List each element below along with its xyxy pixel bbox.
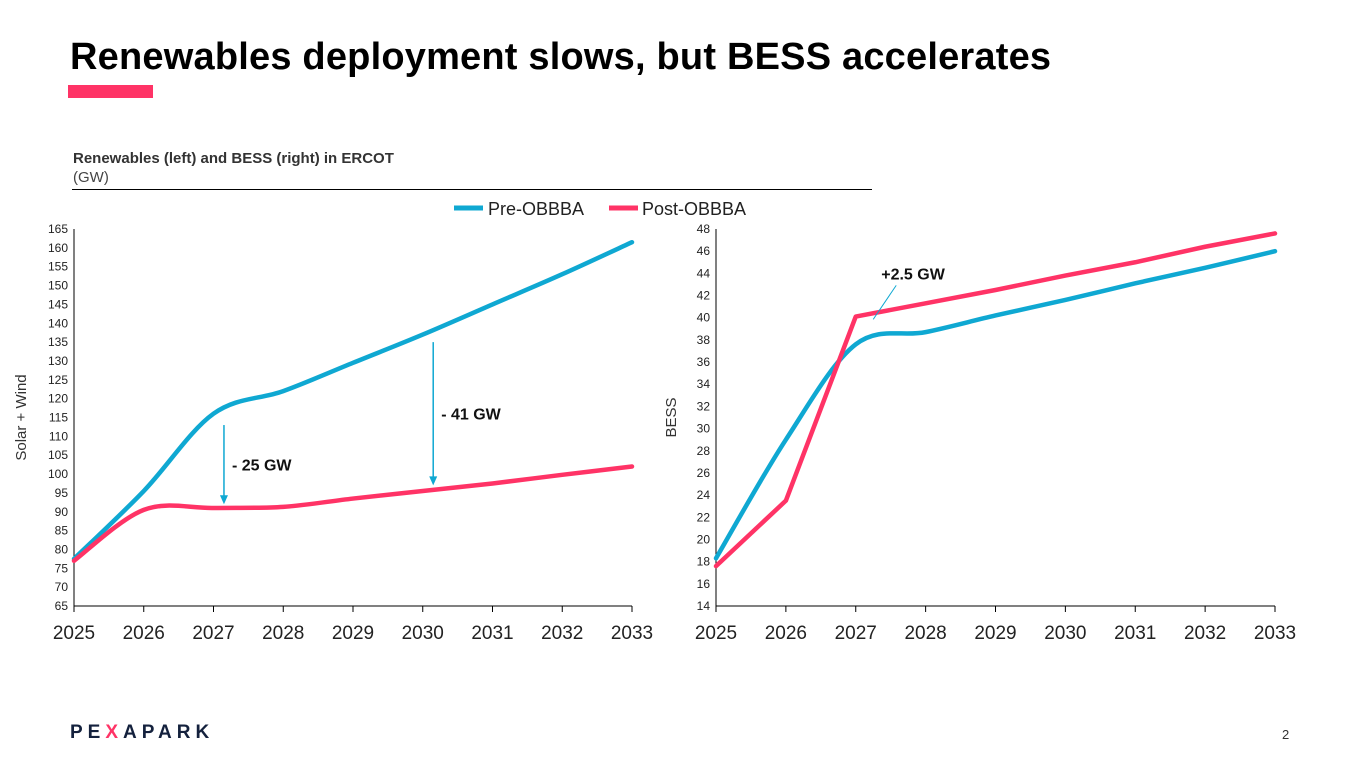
bess-y-tick-label: 34 bbox=[697, 377, 711, 391]
bess-y-tick-label: 18 bbox=[697, 555, 711, 569]
renewables-x-tick-label: 2030 bbox=[402, 623, 444, 644]
bess-y-tick-label: 46 bbox=[697, 244, 711, 258]
renewables-x-tick-label: 2025 bbox=[53, 623, 95, 644]
bess-y-tick-label: 30 bbox=[697, 422, 711, 436]
legend-label-pre: Pre-OBBBA bbox=[488, 199, 584, 219]
renewables-arrowhead-icon bbox=[429, 476, 438, 486]
renewables-y-tick-label: 95 bbox=[55, 486, 69, 500]
renewables-y-tick-label: 65 bbox=[55, 599, 69, 613]
renewables-y-tick-label: 70 bbox=[55, 580, 69, 594]
bess-y-tick-label: 14 bbox=[697, 599, 711, 613]
bess-y-tick-label: 44 bbox=[697, 266, 711, 280]
renewables-y-tick-label: 135 bbox=[48, 335, 68, 349]
bess-x-tick-label: 2030 bbox=[1044, 623, 1086, 644]
renewables-x-tick-label: 2033 bbox=[611, 623, 653, 644]
renewables-y-tick-label: 155 bbox=[48, 260, 68, 274]
renewables-y-tick-label: 145 bbox=[48, 297, 68, 311]
renewables-line-pre bbox=[71, 239, 635, 562]
chart-subtitle: Renewables (left) and BESS (right) in ER… bbox=[73, 150, 394, 167]
bess-annotation-label: +2.5 GW bbox=[881, 266, 945, 283]
subtitle-divider bbox=[72, 189, 872, 190]
bess-x-tick-label: 2028 bbox=[904, 623, 946, 644]
bess-x-tick-label: 2031 bbox=[1114, 623, 1156, 644]
pexapark-logo: PEXAPARK bbox=[70, 722, 215, 743]
renewables-y-tick-label: 110 bbox=[49, 429, 68, 443]
renewables-y-tick-label: 75 bbox=[55, 561, 69, 575]
renewables-line-post bbox=[71, 464, 635, 564]
bess-y-tick-label: 20 bbox=[697, 532, 711, 546]
renewables-y-tick-label: 105 bbox=[48, 448, 68, 462]
renewables-x-tick-label: 2026 bbox=[123, 623, 165, 644]
renewables-x-tick-label: 2032 bbox=[541, 623, 583, 644]
renewables-y-tick-label: 125 bbox=[48, 373, 68, 387]
renewables-y-tick-label: 85 bbox=[55, 524, 69, 538]
bess-y-tick-label: 22 bbox=[697, 510, 711, 524]
bess-x-tick-label: 2025 bbox=[695, 623, 737, 644]
renewables-x-tick-label: 2028 bbox=[262, 623, 304, 644]
legend-label-post: Post-OBBBA bbox=[642, 199, 746, 219]
bess-y-tick-label: 24 bbox=[697, 488, 711, 502]
renewables-x-tick-label: 2027 bbox=[192, 623, 234, 644]
renewables-y-tick-label: 100 bbox=[48, 467, 68, 481]
renewables-x-tick-label: 2029 bbox=[332, 623, 374, 644]
bess-y-axis-label: BESS bbox=[663, 397, 680, 437]
title-accent-bar bbox=[68, 85, 153, 98]
bess-y-tick-label: 38 bbox=[697, 333, 711, 347]
bess-y-tick-label: 36 bbox=[697, 355, 711, 369]
renewables-y-tick-label: 115 bbox=[49, 411, 68, 425]
renewables-y-tick-label: 90 bbox=[55, 505, 69, 519]
bess-x-tick-label: 2027 bbox=[835, 623, 877, 644]
bess-y-tick-label: 42 bbox=[697, 289, 711, 303]
bess-x-tick-label: 2029 bbox=[974, 623, 1016, 644]
renewables-y-tick-label: 80 bbox=[55, 542, 69, 556]
renewables-y-tick-label: 130 bbox=[48, 354, 68, 368]
bess-y-tick-label: 32 bbox=[697, 399, 711, 413]
bess-x-tick-label: 2026 bbox=[765, 623, 807, 644]
renewables-annotation-label: - 41 GW bbox=[441, 407, 501, 424]
renewables-y-axis-label: Solar + Wind bbox=[13, 374, 30, 460]
bess-annotation-leader bbox=[872, 285, 897, 320]
bess-y-tick-label: 16 bbox=[697, 577, 711, 591]
renewables-arrowhead-icon bbox=[219, 495, 228, 505]
renewables-y-tick-label: 160 bbox=[48, 241, 68, 255]
bess-y-tick-label: 40 bbox=[697, 311, 711, 325]
bess-x-tick-label: 2032 bbox=[1184, 623, 1226, 644]
bess-line-pre bbox=[713, 248, 1278, 561]
bess-y-tick-label: 26 bbox=[697, 466, 711, 480]
bess-x-tick-label: 2033 bbox=[1254, 623, 1296, 644]
bess-line-post bbox=[713, 231, 1278, 569]
bess-y-tick-label: 28 bbox=[697, 444, 711, 458]
page-number: 2 bbox=[1282, 727, 1290, 742]
renewables-y-tick-label: 150 bbox=[48, 279, 68, 293]
bess-y-tick-label: 48 bbox=[697, 222, 711, 236]
renewables-annotation-label: - 25 GW bbox=[232, 458, 292, 475]
page-title: Renewables deployment slows, but BESS ac… bbox=[70, 36, 1052, 78]
renewables-y-tick-label: 120 bbox=[48, 392, 68, 406]
renewables-x-tick-label: 2031 bbox=[471, 623, 513, 644]
renewables-y-tick-label: 140 bbox=[48, 316, 68, 330]
renewables-y-tick-label: 165 bbox=[48, 222, 68, 236]
chart-unit: (GW) bbox=[73, 169, 109, 186]
